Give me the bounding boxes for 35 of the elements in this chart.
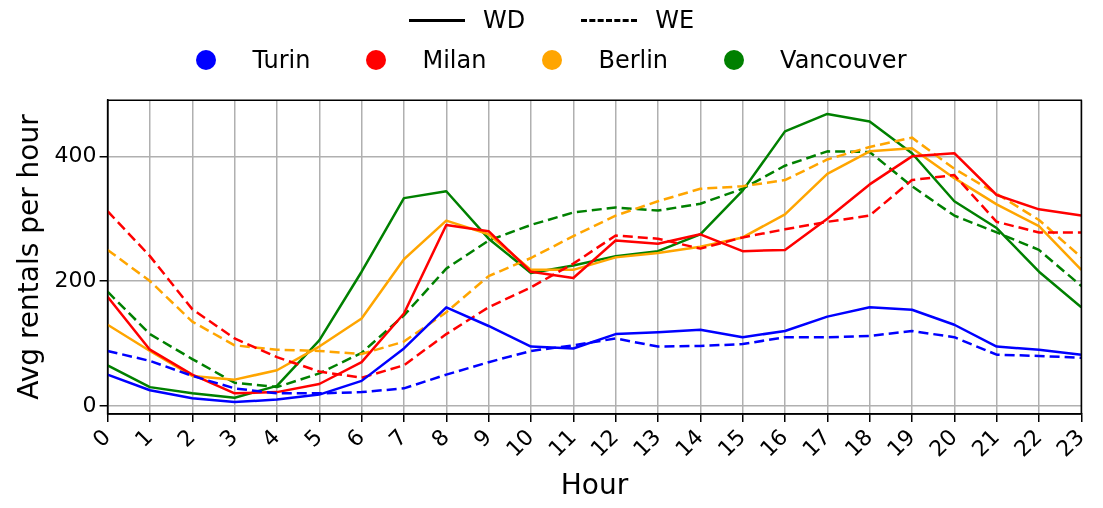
x-tick-label: 10 — [501, 424, 539, 462]
y-tick-label: 400 — [54, 142, 97, 168]
x-tick-label: 0 — [87, 424, 116, 452]
x-tick-label: 21 — [966, 424, 1005, 462]
legend-label: Turin — [252, 46, 311, 74]
x-axis-title: Hour — [560, 468, 629, 502]
x-tick-label: 12 — [585, 424, 624, 462]
x-tick-label: 19 — [882, 424, 920, 462]
x-tick-label: 13 — [628, 424, 666, 462]
y-axis-title: Avg rentals per hour — [12, 113, 46, 400]
x-tick-label: 1 — [129, 424, 158, 452]
x-tick-label: 8 — [426, 424, 454, 452]
x-tick-label: 3 — [214, 424, 243, 452]
x-tick-label: 6 — [341, 424, 370, 452]
x-tick-label: 17 — [797, 424, 835, 462]
y-tick-label: 0 — [82, 391, 97, 417]
x-tick-label: 4 — [256, 424, 285, 452]
legend-label: Berlin — [598, 46, 669, 74]
y-tick-label: 200 — [54, 266, 97, 292]
x-tick-label: 18 — [839, 424, 878, 462]
x-tick-label: 5 — [299, 424, 327, 452]
legend-label: WE — [655, 6, 695, 34]
x-tick-label: 2 — [172, 424, 200, 452]
legend-label: Milan — [422, 46, 487, 74]
x-tick-label: 7 — [383, 424, 412, 452]
x-tick-label: 15 — [712, 424, 751, 462]
legend-label: Vancouver — [780, 46, 907, 74]
x-tick-label: 14 — [670, 424, 708, 462]
legend-label: WD — [482, 6, 526, 34]
x-tick-label: 9 — [468, 424, 497, 452]
x-tick-label: 11 — [543, 424, 581, 462]
x-tick-label: 22 — [1009, 424, 1047, 462]
x-tick-label: 23 — [1051, 424, 1089, 462]
x-tick-label: 16 — [755, 424, 793, 462]
x-tick-label: 20 — [924, 424, 962, 462]
